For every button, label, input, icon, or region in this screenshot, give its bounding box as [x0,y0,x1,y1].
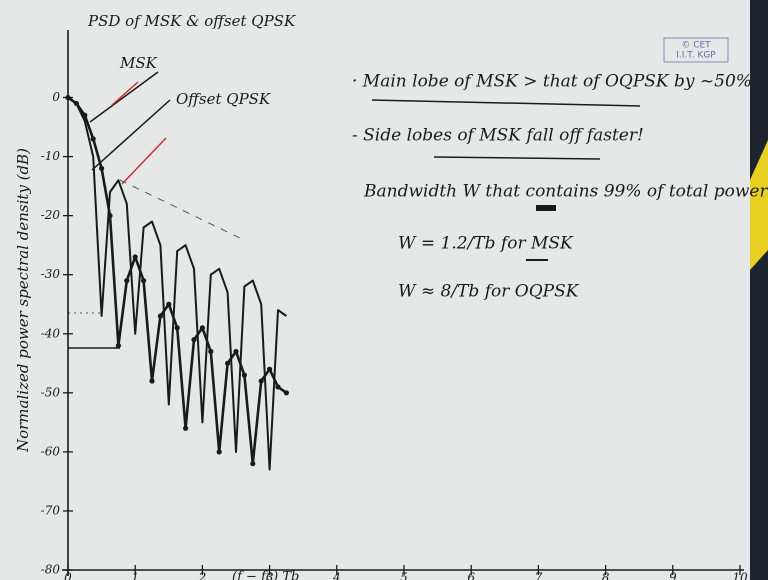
x-tick-label: 3 [266,571,274,580]
y-tick-label: -50 [41,385,61,399]
y-tick-label: -60 [41,444,61,458]
x-tick-label: 0 [64,571,72,580]
slide: © CET I.I.T. KGP PSD of MSK & offset QPS… [0,0,768,580]
series-point [99,166,104,171]
series-point [191,337,196,342]
y-tick-label: -10 [41,149,61,163]
page: {"chart_data": { "type": "line", "title"… [0,0,768,580]
series-point [141,278,146,283]
note-line: W ≈ 8/Tb for OQPSK [398,282,580,302]
chart-title: PSD of MSK & offset QPSK [87,12,296,30]
series-label: MSK [119,54,158,72]
y-tick-label: -20 [41,208,61,222]
y-axis-label: Normalized power spectral density (dB) [14,148,32,453]
series-point [183,426,188,431]
series-label: Offset QPSK [176,90,271,108]
series-point [284,390,289,395]
series-point [158,313,163,318]
series-point [149,378,154,383]
series-point [175,325,180,330]
y-tick-label: 0 [52,90,60,104]
y-tick-label: -40 [41,326,61,340]
note-line: · Main lobe of MSK > that of OQPSK by ~5… [352,72,752,92]
series-point [225,361,230,366]
series-point [217,449,222,454]
x-tick-label: 4 [332,571,341,580]
series-point [124,278,129,283]
series-point [267,367,272,372]
x-tick-label: 2 [198,571,207,580]
x-tick-label: 6 [467,571,475,580]
x-tick-label: 7 [535,571,543,580]
series-point [259,378,264,383]
logo-text: I.I.T. KGP [676,51,716,61]
series-point [116,343,121,348]
note-line: W = 1.2/Tb for MSK [398,234,574,254]
y-tick-label: -30 [41,267,61,281]
x-tick-label: 5 [400,571,408,580]
y-tick-label: -70 [41,503,61,517]
series-point [242,373,247,378]
x-tick-label: 1 [131,571,139,580]
series-point [91,136,96,141]
highlight-mark [536,205,556,211]
frame-edge [750,0,768,580]
note-line: Bandwidth W that contains 99% of total p… [363,182,768,202]
series-point [133,254,138,259]
note-line: - Side lobes of MSK fall off faster! [352,126,644,146]
series-point [233,349,238,354]
series-point [200,325,205,330]
series-point [275,384,280,389]
series-point [250,461,255,466]
x-tick-label: 9 [669,571,677,580]
logo-text: © CET [681,41,711,51]
y-tick-label: -80 [41,563,61,577]
series-point [166,302,171,307]
x-tick-label: 8 [602,571,610,580]
x-tick-label: 10 [732,571,748,580]
series-point [208,349,213,354]
